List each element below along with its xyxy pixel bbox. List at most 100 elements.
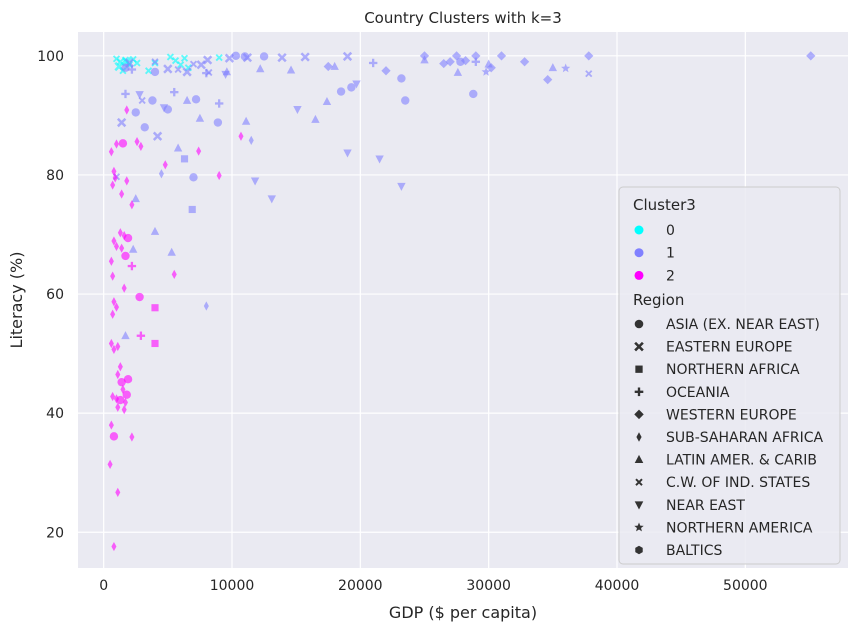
x-tick-label: 50000 (723, 578, 768, 594)
data-point (115, 402, 121, 412)
data-point (188, 205, 196, 214)
data-point (118, 139, 128, 148)
legend-label: ASIA (EX. NEAR EAST) (666, 317, 820, 333)
data-point (286, 65, 296, 74)
data-point (117, 362, 123, 372)
x-axis-label: GDP ($ per capita) (389, 603, 537, 622)
data-point (256, 64, 265, 73)
data-point (375, 155, 384, 164)
data-point (136, 331, 146, 340)
data-point (144, 67, 153, 75)
data-point (342, 51, 353, 62)
data-point (133, 59, 141, 67)
data-point (221, 70, 230, 79)
data-point (115, 341, 121, 352)
legend-swatch (634, 270, 644, 280)
data-point (238, 131, 244, 141)
data-point (113, 139, 120, 149)
data-point (112, 173, 118, 183)
data-point (107, 459, 113, 469)
y-tick-label: 80 (46, 168, 64, 184)
legend-label: 2 (666, 268, 675, 284)
data-point (311, 114, 320, 123)
data-point (205, 68, 213, 77)
data-point (129, 200, 135, 210)
data-point (242, 52, 253, 63)
data-point (127, 261, 137, 271)
data-point (177, 61, 185, 69)
x-tick-labels: 0 10000 20000 30000 40000 50000 (99, 578, 767, 594)
y-tick-label: 60 (46, 287, 64, 303)
data-point (122, 397, 129, 408)
legend-hue-title: Cluster3 (633, 196, 696, 214)
data-point (322, 97, 332, 106)
x-tick-label: 30000 (466, 578, 511, 594)
data-point (460, 55, 471, 66)
data-point (202, 68, 211, 78)
data-point (113, 241, 120, 252)
data-point (110, 391, 116, 402)
legend-swatch (634, 225, 644, 235)
legend-label: LATIN AMER. & CARIB (666, 453, 817, 469)
data-point (108, 256, 114, 266)
data-point (352, 80, 361, 89)
data-point (119, 243, 125, 253)
data-point (121, 251, 130, 261)
data-point (203, 301, 209, 311)
y-axis-label: Literacy (%) (7, 252, 26, 349)
data-point (115, 487, 121, 497)
data-point (119, 189, 125, 199)
y-tick-label: 100 (37, 49, 64, 65)
data-point (116, 117, 127, 128)
data-point (138, 141, 144, 151)
legend-marker (635, 478, 643, 486)
data-point (471, 51, 481, 61)
legend-box (618, 186, 841, 565)
data-point (113, 302, 120, 312)
data-point (135, 292, 144, 302)
data-point (121, 331, 130, 340)
data-point (150, 67, 160, 77)
data-point (496, 51, 507, 61)
legend-label: 0 (666, 223, 675, 239)
data-point (469, 89, 478, 99)
data-point (191, 95, 201, 104)
data-point (110, 180, 116, 190)
gridlines (78, 32, 848, 568)
data-point (151, 304, 159, 312)
data-point (182, 95, 192, 104)
data-point (131, 194, 140, 203)
y-tick-label: 40 (46, 406, 64, 422)
data-point (196, 146, 202, 156)
data-point (113, 394, 120, 404)
data-point (152, 131, 163, 141)
data-point (180, 54, 189, 62)
data-point (397, 182, 406, 191)
data-point (300, 52, 310, 62)
data-point (151, 339, 159, 348)
data-point (336, 87, 346, 96)
data-point (267, 195, 276, 204)
legend-marker (635, 365, 643, 373)
data-point (519, 57, 530, 67)
data-point (111, 541, 117, 552)
data-point (277, 52, 287, 63)
data-point (122, 390, 131, 399)
data-point (128, 244, 138, 253)
data-point (151, 58, 159, 66)
legend: Cluster3 0 1 2 Region ASIA (EX. NEAR EAST) EAS… (618, 186, 841, 565)
data-point (108, 147, 114, 157)
data-point (121, 231, 127, 241)
data-point (420, 55, 429, 64)
data-point (347, 83, 356, 92)
data-point (453, 67, 463, 76)
legend-marker (634, 454, 644, 464)
legend-style-title: Region (633, 291, 684, 309)
data-point (110, 309, 116, 319)
data-point (293, 106, 302, 115)
data-point (224, 53, 235, 63)
data-point (451, 51, 462, 61)
legend-swatch (634, 248, 644, 258)
data-point (189, 173, 198, 182)
